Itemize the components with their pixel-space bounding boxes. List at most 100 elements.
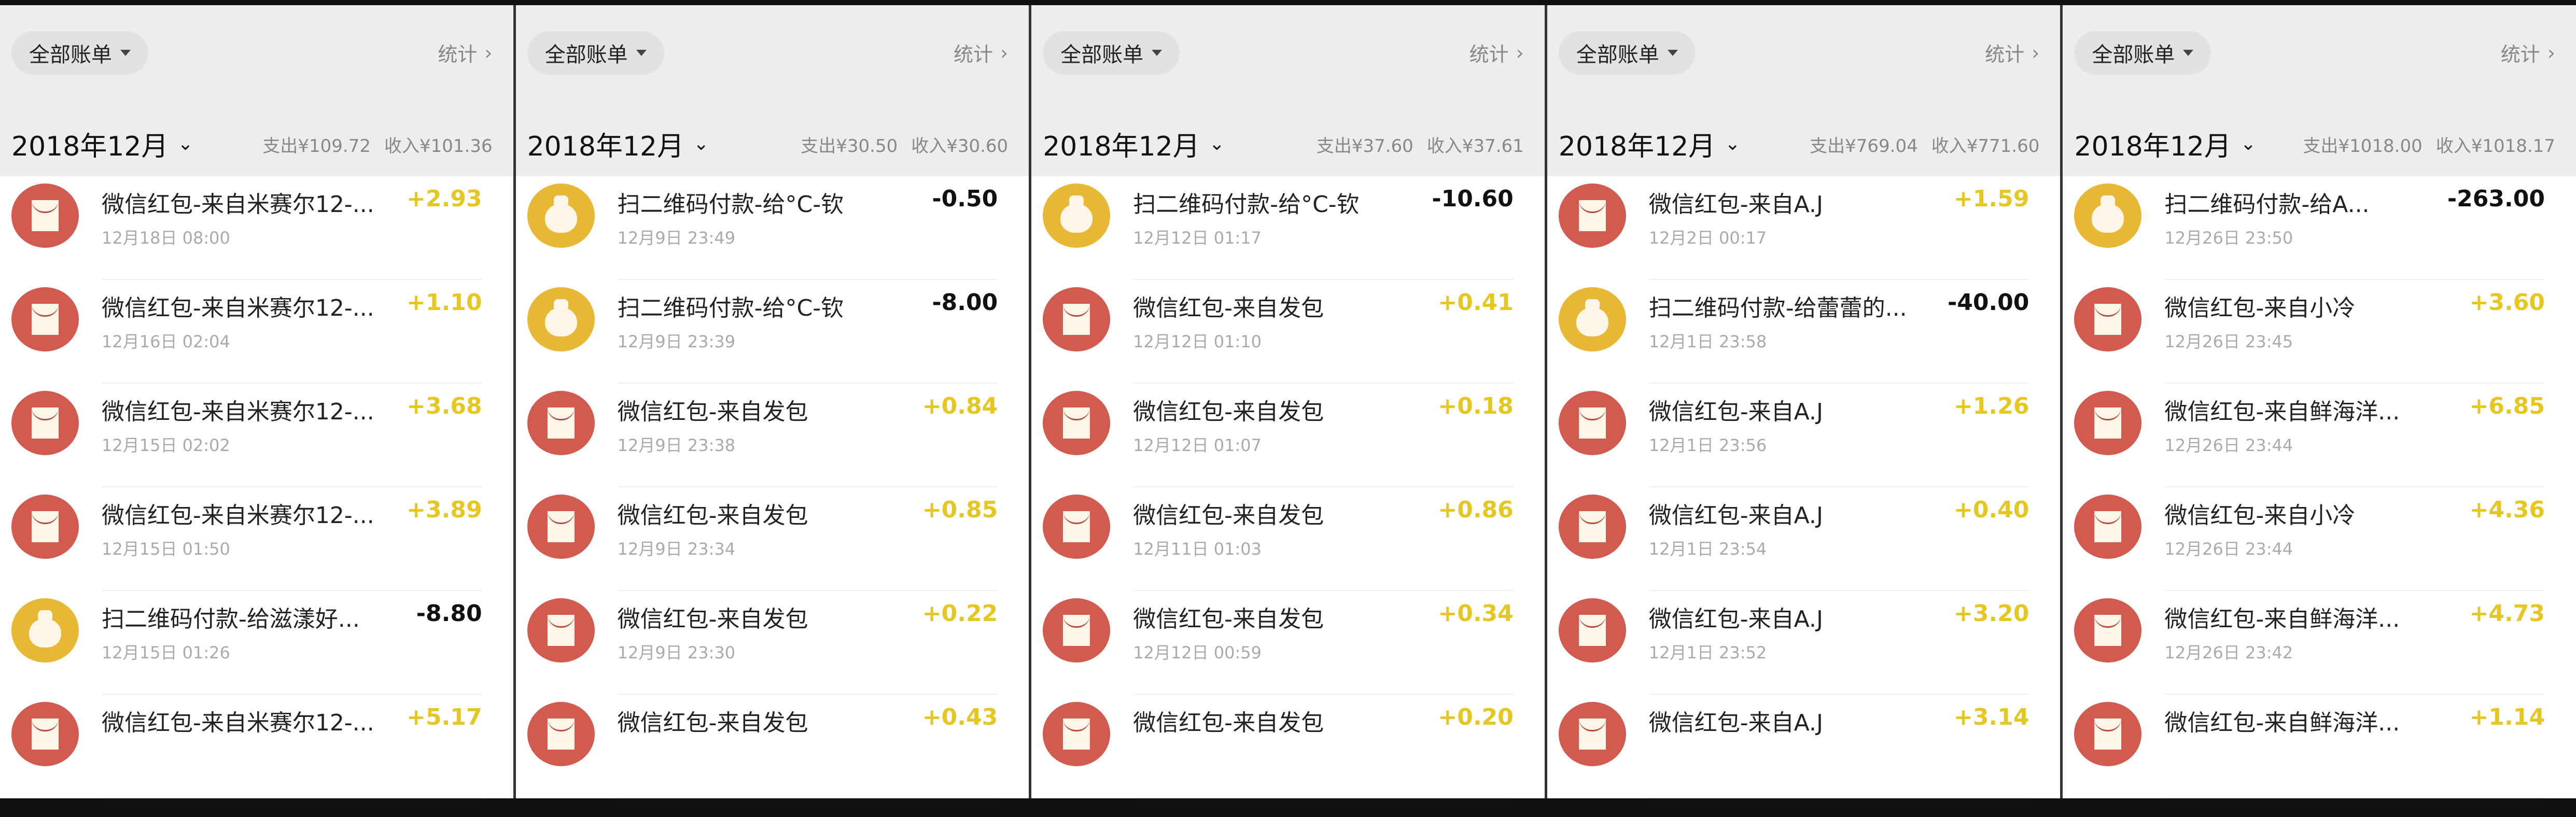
transaction-row[interactable]: 微信红包-来自发包 12月11日 01:03 +0.86 <box>1031 487 1545 591</box>
transaction-row[interactable]: 扫二维码付款-给A... 12月26日 23:50 -263.00 <box>2063 176 2576 280</box>
transaction-date: 12月9日 23:49 <box>617 228 736 248</box>
transaction-amount: +3.89 <box>407 497 482 523</box>
transaction-amount: -8.00 <box>932 289 998 316</box>
statistics-label: 统计 <box>1469 43 1509 66</box>
statistics-link[interactable]: 统计 › <box>1469 38 1524 67</box>
red-envelope-icon <box>1043 287 1111 351</box>
transaction-title: 微信红包-来自发包 <box>1133 710 1324 736</box>
income-total: 收入¥771.60 <box>1931 136 2040 157</box>
transaction-amount: +5.17 <box>407 704 482 730</box>
chevron-right-icon: › <box>1516 41 1524 64</box>
transaction-title: 扫二维码付款-给°C-钦 <box>617 191 844 218</box>
caret-down-icon <box>2183 50 2194 56</box>
transaction-row[interactable]: 微信红包-来自A.J +3.14 <box>1547 695 2061 798</box>
transaction-row[interactable]: 微信红包-来自发包 12月9日 23:30 +0.22 <box>516 591 1029 695</box>
transaction-row[interactable]: 扫二维码付款-给°C-钦 12月12日 01:17 -10.60 <box>1031 176 1545 280</box>
red-envelope-icon <box>527 495 595 559</box>
chevron-down-icon: ⌄ <box>1209 133 1225 154</box>
month-selector[interactable]: 2018年12月 ⌄ <box>11 124 193 163</box>
transaction-row[interactable]: 扫二维码付款-给°C-钦 12月9日 23:49 -0.50 <box>516 176 1029 280</box>
statistics-link[interactable]: 统计 › <box>954 38 1008 67</box>
transaction-amount: +0.43 <box>922 704 998 730</box>
chevron-down-icon: ⌄ <box>693 133 709 154</box>
transaction-row[interactable]: 微信红包-来自小冷 12月26日 23:44 +4.36 <box>2063 487 2576 591</box>
transaction-row[interactable]: 微信红包-来自A.J 12月1日 23:56 +1.26 <box>1547 384 2061 487</box>
transaction-row[interactable]: 扫二维码付款-给蕾蕾的... 12月1日 23:58 -40.00 <box>1547 280 2061 384</box>
transaction-row[interactable]: 微信红包-来自发包 +0.43 <box>516 695 1029 798</box>
statistics-link[interactable]: 统计 › <box>1985 38 2039 67</box>
red-envelope-icon <box>11 702 79 766</box>
statistics-link[interactable]: 统计 › <box>438 38 492 67</box>
statistics-label: 统计 <box>438 43 478 66</box>
transaction-row[interactable]: 扫二维码付款-给滋漾好... 12月15日 01:26 -8.80 <box>0 591 513 695</box>
red-envelope-icon <box>1558 598 1626 663</box>
transaction-row[interactable]: 微信红包-来自发包 +0.20 <box>1031 695 1545 798</box>
transaction-row[interactable]: 微信红包-来自发包 12月12日 01:10 +0.41 <box>1031 280 1545 384</box>
transaction-date: 12月12日 00:59 <box>1133 643 1262 663</box>
transaction-date: 12月1日 23:54 <box>1648 539 1767 559</box>
transaction-amount: +3.20 <box>1953 600 2029 627</box>
month-label: 2018年12月 <box>11 131 169 162</box>
transaction-date: 12月15日 02:02 <box>102 435 230 455</box>
red-envelope-icon <box>527 391 595 455</box>
income-total: 收入¥101.36 <box>384 136 493 157</box>
transaction-row[interactable]: 微信红包-来自鲜海洋... +1.14 <box>2063 695 2576 798</box>
transaction-row[interactable]: 微信红包-来自米赛尔12-... 12月18日 08:00 +2.93 <box>0 176 513 280</box>
transaction-row[interactable]: 微信红包-来自小冷 12月26日 23:45 +3.60 <box>2063 280 2576 384</box>
caret-down-icon <box>1667 50 1678 56</box>
transaction-date: 12月26日 23:42 <box>2164 643 2293 663</box>
money-bag-icon <box>1558 287 1626 351</box>
transaction-row[interactable]: 微信红包-来自米赛尔12-... +5.17 <box>0 695 513 798</box>
transaction-row[interactable]: 微信红包-来自米赛尔12-... 12月15日 01:50 +3.89 <box>0 487 513 591</box>
statistics-link[interactable]: 统计 › <box>2501 38 2555 67</box>
transaction-row[interactable]: 微信红包-来自A.J 12月1日 23:54 +0.40 <box>1547 487 2061 591</box>
transaction-row[interactable]: 微信红包-来自A.J 12月2日 00:17 +1.59 <box>1547 176 2061 280</box>
month-selector[interactable]: 2018年12月 ⌄ <box>2074 124 2256 163</box>
all-bills-filter-button[interactable]: 全部账单 <box>1558 31 1696 75</box>
transaction-row[interactable]: 微信红包-来自米赛尔12-... 12月15日 02:02 +3.68 <box>0 384 513 487</box>
transaction-amount: +3.60 <box>2469 289 2545 316</box>
red-envelope-icon <box>1558 495 1626 559</box>
filter-label: 全部账单 <box>1060 43 1144 67</box>
transaction-title: 微信红包-来自米赛尔12-... <box>102 710 374 736</box>
red-envelope-icon <box>2074 495 2142 559</box>
all-bills-filter-button[interactable]: 全部账单 <box>2074 31 2211 75</box>
red-envelope-icon <box>11 495 79 559</box>
transaction-date: 12月15日 01:50 <box>102 539 230 559</box>
income-total: 收入¥1018.17 <box>2435 136 2555 157</box>
transaction-title: 微信红包-来自发包 <box>1133 295 1324 321</box>
transaction-row[interactable]: 微信红包-来自鲜海洋... 12月26日 23:44 +6.85 <box>2063 384 2576 487</box>
month-selector[interactable]: 2018年12月 ⌄ <box>527 124 709 163</box>
all-bills-filter-button[interactable]: 全部账单 <box>1043 31 1180 75</box>
month-selector[interactable]: 2018年12月 ⌄ <box>1559 124 1741 163</box>
all-bills-filter-button[interactable]: 全部账单 <box>11 31 148 75</box>
bill-list-panel: 全部账单 统计 › 2018年12月 ⌄ 支出¥37.60 收入¥37.61 扫… <box>1031 5 1545 798</box>
transaction-row[interactable]: 微信红包-来自A.J 12月1日 23:52 +3.20 <box>1547 591 2061 695</box>
month-summary: 支出¥37.60 收入¥37.61 <box>1317 132 1524 157</box>
transaction-amount: +0.22 <box>922 600 998 627</box>
red-envelope-icon <box>1043 598 1111 663</box>
all-bills-filter-button[interactable]: 全部账单 <box>527 31 664 75</box>
month-selector[interactable]: 2018年12月 ⌄ <box>1043 124 1225 163</box>
transaction-row[interactable]: 微信红包-来自发包 12月9日 23:34 +0.85 <box>516 487 1029 591</box>
transaction-date: 12月26日 23:44 <box>2164 435 2293 455</box>
transaction-title: 微信红包-来自米赛尔12-... <box>102 191 374 218</box>
red-envelope-icon <box>2074 702 2142 766</box>
transaction-date: 12月9日 23:34 <box>617 539 736 559</box>
red-envelope-icon <box>2074 598 2142 663</box>
transaction-date: 12月15日 01:26 <box>102 643 230 663</box>
transaction-row[interactable]: 微信红包-来自鲜海洋... 12月26日 23:42 +4.73 <box>2063 591 2576 695</box>
transaction-row[interactable]: 微信红包-来自发包 12月9日 23:38 +0.84 <box>516 384 1029 487</box>
statistics-label: 统计 <box>953 43 993 66</box>
chevron-down-icon: ⌄ <box>177 133 193 154</box>
transaction-title: 微信红包-来自A.J <box>1648 606 1823 632</box>
transaction-row[interactable]: 微信红包-来自发包 12月12日 00:59 +0.34 <box>1031 591 1545 695</box>
transaction-row[interactable]: 微信红包-来自米赛尔12-... 12月16日 02:04 +1.10 <box>0 280 513 384</box>
transaction-amount: +0.84 <box>922 393 998 419</box>
transaction-row[interactable]: 扫二维码付款-给°C-钦 12月9日 23:39 -8.00 <box>516 280 1029 384</box>
bill-list-panel: 全部账单 统计 › 2018年12月 ⌄ 支出¥769.04 收入¥771.60… <box>1547 5 2061 798</box>
expense-total: 支出¥30.50 <box>801 136 898 157</box>
transaction-amount: +0.86 <box>1438 497 1514 523</box>
transaction-row[interactable]: 微信红包-来自发包 12月12日 01:07 +0.18 <box>1031 384 1545 487</box>
filter-label: 全部账单 <box>544 43 628 67</box>
